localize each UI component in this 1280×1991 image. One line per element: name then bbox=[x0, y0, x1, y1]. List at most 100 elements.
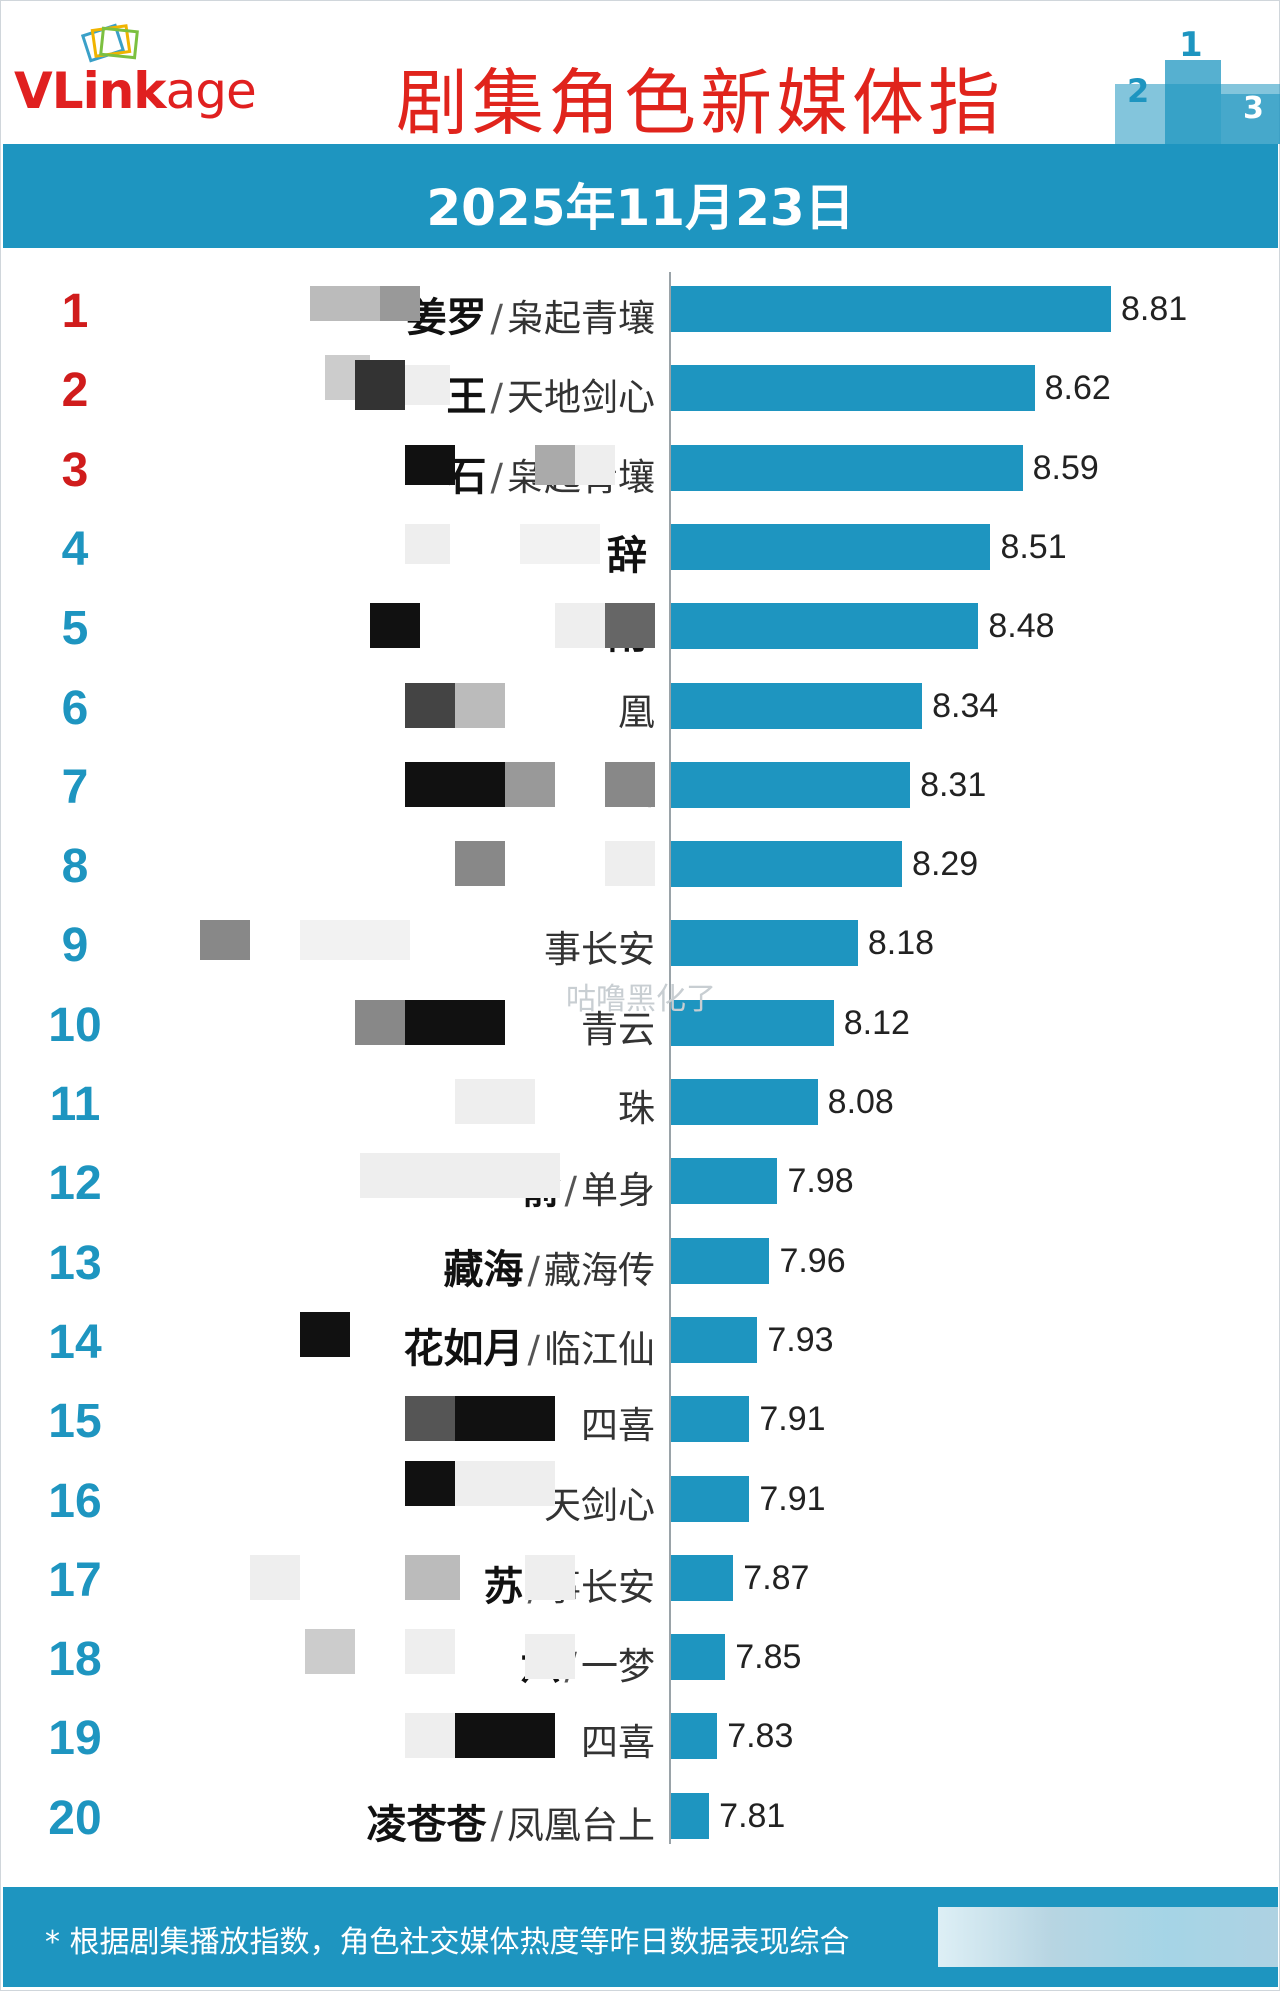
bar bbox=[671, 1317, 758, 1363]
character-name: 藏海 bbox=[443, 1247, 524, 1293]
label-separator: / bbox=[490, 297, 503, 340]
rank-number: 8 bbox=[61, 840, 89, 893]
bar bbox=[671, 1158, 778, 1204]
rank-number: 9 bbox=[61, 919, 89, 972]
value-label: 7.91 bbox=[759, 1480, 826, 1518]
value-label: 7.87 bbox=[743, 1559, 810, 1597]
bar bbox=[671, 1634, 726, 1680]
chart-row: 7山8.31 bbox=[0, 748, 1280, 827]
redaction-mosaic bbox=[405, 1461, 455, 1506]
category-label: 凌苍苍 / 凤凰台上 bbox=[367, 1792, 655, 1850]
rank-number: 16 bbox=[48, 1475, 102, 1528]
redaction-mosaic bbox=[405, 762, 505, 807]
value-label: 7.85 bbox=[735, 1638, 802, 1676]
logo-cards-icon bbox=[80, 23, 139, 63]
chart-row: 4 辞 8.51 bbox=[0, 510, 1280, 589]
rank-number: 15 bbox=[48, 1395, 102, 1448]
value-label: 8.18 bbox=[867, 924, 935, 962]
chart-row: 19 四喜 7.83 bbox=[0, 1699, 1280, 1778]
category-label: 花如月 / 临江仙 bbox=[404, 1316, 655, 1374]
bar bbox=[671, 762, 911, 808]
show-name: 凤凰台上 bbox=[507, 1804, 655, 1847]
category-axis-line bbox=[669, 272, 671, 1844]
redaction-mosaic bbox=[250, 1555, 300, 1600]
redaction-mosaic bbox=[525, 1634, 575, 1679]
redaction-mosaic bbox=[605, 603, 655, 648]
rank-number: 17 bbox=[48, 1554, 102, 1607]
bar bbox=[671, 1793, 710, 1839]
show-name: 天地剑心 bbox=[507, 376, 655, 419]
bar bbox=[671, 1713, 718, 1759]
show-name: 藏海传 bbox=[544, 1249, 655, 1292]
value-label: 7.93 bbox=[767, 1321, 834, 1359]
redaction-mosaic bbox=[360, 1153, 560, 1198]
redaction-mosaic bbox=[405, 1713, 455, 1758]
category-label: 四喜 bbox=[573, 1395, 655, 1449]
chart-row: 12俞/单身7.98 bbox=[0, 1144, 1280, 1223]
rank-number: 19 bbox=[48, 1712, 102, 1765]
label-separator: / bbox=[527, 1249, 540, 1292]
chart-row: 6 凰 8.34 bbox=[0, 669, 1280, 748]
show-name: 单身 bbox=[581, 1169, 655, 1212]
svg-text:3: 3 bbox=[1243, 91, 1264, 126]
rank-number: 3 bbox=[61, 444, 89, 497]
rank-number: 11 bbox=[49, 1078, 101, 1131]
chart-row: 11 珠 8.08 bbox=[0, 1065, 1280, 1144]
redaction-mosaic bbox=[505, 762, 555, 807]
chart-row: 1 姜罗 / 枭起青壤 8.81 bbox=[0, 272, 1280, 351]
chart-row: 20 凌苍苍 / 凤凰台上 7.81 bbox=[0, 1779, 1280, 1858]
character-name: 王 bbox=[446, 374, 487, 420]
value-label: 8.31 bbox=[920, 766, 987, 804]
redaction-mosaic bbox=[455, 1396, 555, 1441]
show-name: 凰 bbox=[618, 691, 655, 734]
redaction-mosaic bbox=[605, 762, 655, 807]
show-name: 事长安 bbox=[544, 928, 655, 971]
redaction-mosaic bbox=[355, 360, 405, 410]
redaction-mosaic bbox=[455, 1079, 535, 1124]
vlinkage-logo: VLinkage bbox=[14, 22, 276, 132]
category-label: 辞 bbox=[607, 523, 655, 581]
rank-number: 1 bbox=[61, 285, 89, 338]
category-label: 凰 bbox=[610, 682, 655, 736]
bar bbox=[671, 286, 1111, 332]
watermark: 咕噜黑化了 bbox=[566, 982, 716, 1017]
bar bbox=[671, 445, 1023, 491]
show-name: 青云 bbox=[581, 1008, 655, 1051]
redaction-mosaic bbox=[520, 524, 600, 564]
category-label: 青云 bbox=[573, 999, 655, 1053]
category-label: 事长安 bbox=[536, 919, 655, 973]
bar bbox=[671, 920, 858, 966]
redaction-mosaic bbox=[405, 1555, 460, 1600]
rank-number: 13 bbox=[48, 1237, 102, 1290]
redaction-mosaic bbox=[405, 683, 455, 728]
chart-row: 15 四喜 7.91 bbox=[0, 1382, 1280, 1461]
category-label: 王 / 天地剑心 bbox=[447, 364, 655, 422]
bar bbox=[671, 683, 923, 729]
bar bbox=[671, 1079, 818, 1125]
date-label: 2025年11月23日 bbox=[426, 179, 855, 237]
redaction-mosaic bbox=[405, 1000, 505, 1045]
redaction-mosaic bbox=[555, 603, 610, 648]
chart-row: 5雨8.48 bbox=[0, 589, 1280, 668]
character-name: 凌苍苍 bbox=[366, 1802, 487, 1848]
character-name: 辞 bbox=[607, 533, 647, 579]
bar bbox=[671, 524, 991, 570]
category-label: 天剑心 bbox=[536, 1475, 655, 1529]
redaction-mosaic bbox=[455, 683, 505, 728]
bar bbox=[671, 1476, 750, 1522]
label-separator: / bbox=[490, 376, 503, 419]
value-label: 8.62 bbox=[1044, 369, 1111, 407]
svg-text:1: 1 bbox=[1179, 25, 1203, 65]
footer-banner: * 根据剧集播放指数，角色社交媒体热度等昨日数据表现综合 bbox=[3, 1887, 1278, 1987]
show-name: 天剑心 bbox=[544, 1484, 655, 1527]
redaction-mosaic bbox=[605, 841, 655, 886]
redaction-mosaic bbox=[300, 920, 410, 960]
value-label: 8.81 bbox=[1121, 290, 1188, 328]
redaction-mosaic bbox=[455, 1713, 555, 1758]
redaction-mosaic bbox=[300, 1312, 350, 1357]
redaction-mosaic bbox=[455, 1461, 555, 1506]
footer-note: * 根据剧集播放指数，角色社交媒体热度等昨日数据表现综合 bbox=[45, 1925, 850, 1960]
redaction-mosaic bbox=[380, 286, 420, 321]
